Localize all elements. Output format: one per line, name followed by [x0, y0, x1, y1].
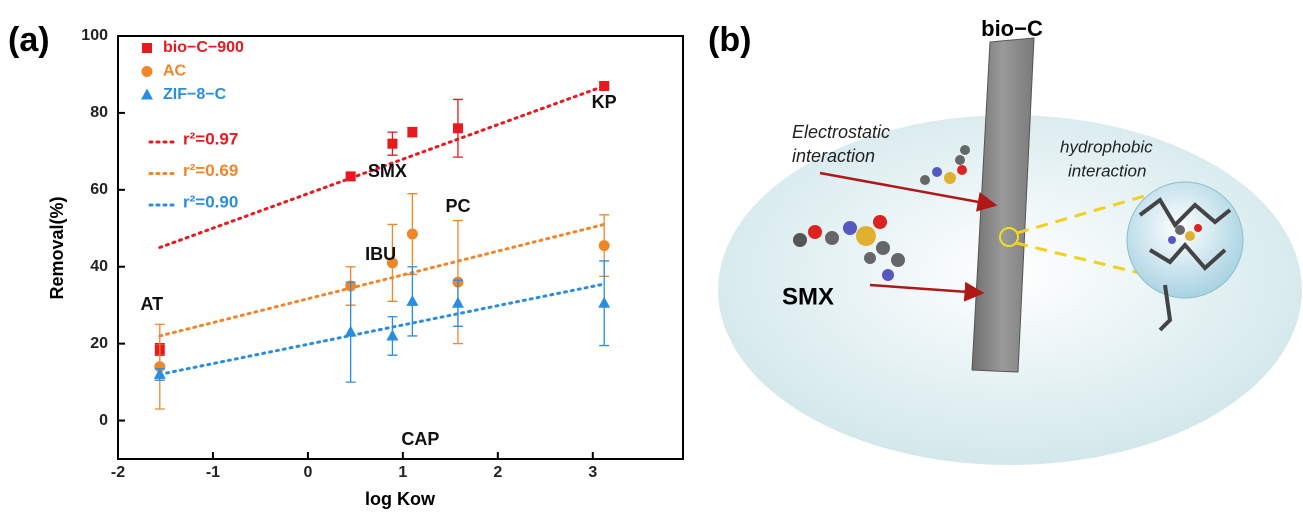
point	[453, 123, 463, 133]
legend-marker	[142, 66, 153, 77]
y-tick-label: 100	[81, 27, 108, 44]
material-label: bio−C	[981, 16, 1043, 41]
point	[599, 240, 610, 251]
x-tick-label: 1	[398, 464, 407, 481]
y-tick-label: 80	[90, 104, 108, 121]
compound-label: IBU	[365, 244, 396, 264]
legend-label: AC	[163, 63, 187, 80]
x-tick-label: 3	[588, 464, 597, 481]
compound-label: SMX	[368, 161, 407, 181]
figure: (a) log Kow Removal(%) (b) bio−C Electro…	[0, 0, 1303, 514]
legend-label: bio−C−900	[163, 39, 244, 56]
molecule-label: SMX	[782, 283, 834, 310]
legend-marker	[141, 89, 153, 100]
fit-label: r²=0.90	[183, 192, 238, 211]
y-tick-label: 60	[90, 181, 108, 198]
mechanism-label: interaction	[1068, 161, 1146, 180]
trend-line	[160, 224, 604, 336]
trend-line	[160, 284, 604, 374]
legend-label: ZIF−8−C	[163, 86, 227, 103]
y-tick-label: 20	[90, 335, 108, 352]
x-tick-label: -2	[111, 464, 125, 481]
x-tick-label: 0	[303, 464, 312, 481]
point	[387, 139, 397, 149]
fit-label: r²=0.69	[183, 161, 238, 180]
point	[598, 297, 610, 308]
panel-label: (a)	[8, 21, 50, 59]
compound-label: KP	[592, 92, 617, 112]
point	[599, 81, 609, 91]
compound-label: PC	[445, 196, 470, 216]
legend-marker	[142, 43, 152, 53]
mechanism-label: Electrostatic	[792, 122, 890, 142]
point	[345, 326, 357, 337]
compound-label: AT	[140, 294, 163, 314]
x-tick-label: 2	[493, 464, 502, 481]
point	[346, 171, 356, 181]
point	[452, 297, 464, 308]
diagram: (b) bio−C Electrostatic interaction hydr…	[708, 16, 1302, 465]
x-axis-label: log Kow	[365, 489, 436, 509]
mechanism-label: interaction	[792, 146, 875, 166]
panel-label: (b)	[708, 21, 751, 59]
y-tick-label: 40	[90, 258, 108, 275]
y-axis-label: Removal(%)	[47, 196, 67, 299]
compound-label: CAP	[401, 429, 439, 449]
point	[406, 295, 418, 306]
mechanism-label: hydrophobic	[1060, 137, 1153, 156]
point	[386, 329, 398, 340]
point	[407, 229, 418, 240]
x-tick-label: -1	[206, 464, 220, 481]
fit-label: r²=0.97	[183, 129, 238, 148]
point	[407, 127, 417, 137]
zoom-sphere	[1127, 182, 1243, 298]
y-tick-label: 0	[99, 412, 108, 429]
